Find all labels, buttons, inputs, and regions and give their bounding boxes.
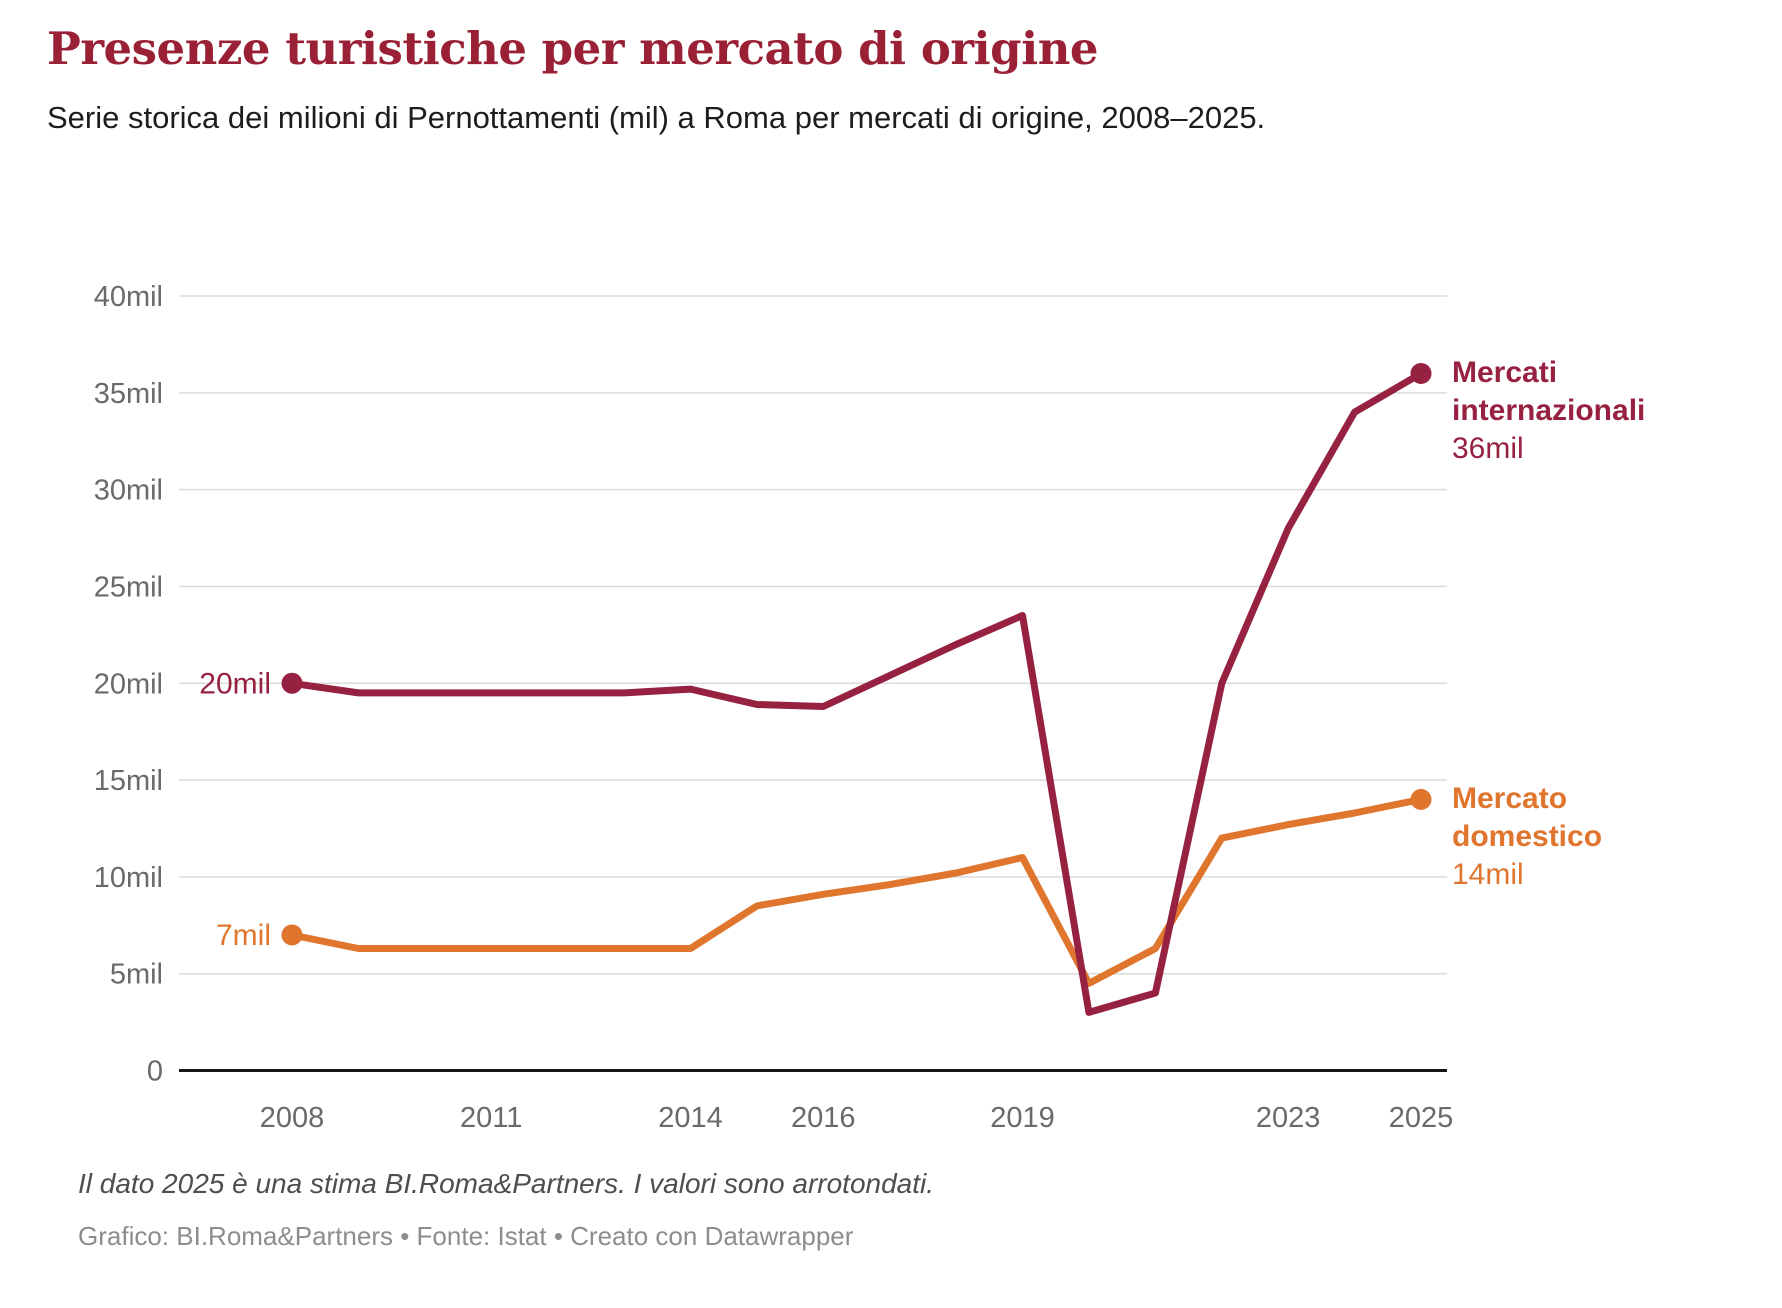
footer-credits: Grafico: BI.Roma&Partners • Fonte: Istat…	[78, 1221, 854, 1251]
x-tick-label: 2016	[791, 1102, 856, 1134]
x-tick-label: 2011	[460, 1102, 522, 1134]
series-start-value-label-mercati-internazionali: 20mil	[199, 667, 271, 700]
x-tick-label: 2023	[1256, 1102, 1321, 1134]
chart-title: Presenze turistiche per mercato di origi…	[47, 22, 1099, 75]
chart-subtitle: Serie storica dei milioni di Pernottamen…	[47, 100, 1266, 135]
series-endpoint-dot-mercato-domestico	[281, 924, 303, 946]
y-tick-label: 5mil	[110, 959, 163, 991]
series-endpoint-dot-mercati-internazionali	[281, 672, 303, 694]
y-tick-label: 35mil	[94, 378, 163, 410]
x-tick-label: 2019	[990, 1102, 1055, 1134]
y-tick-label: 20mil	[94, 668, 163, 700]
series-line-mercati-internazionali	[288, 370, 1425, 1016]
series-endpoint-dot-mercati-internazionali	[1410, 362, 1432, 384]
footer-note: Il dato 2025 è una stima BI.Roma&Partner…	[78, 1168, 935, 1199]
y-tick-label: 15mil	[94, 765, 163, 797]
y-tick-label: 25mil	[94, 571, 163, 603]
x-tick-label: 2025	[1389, 1102, 1454, 1134]
series-line-mercato-domestico	[288, 795, 1425, 987]
y-tick-label: 10mil	[94, 862, 163, 894]
x-tick-label: 2008	[260, 1102, 325, 1134]
y-tick-label: 40mil	[94, 281, 163, 313]
series-start-value-label-mercato-domestico: 7mil	[216, 919, 271, 952]
y-tick-label: 0	[147, 1056, 163, 1088]
y-tick-label: 30mil	[94, 475, 163, 507]
x-tick-label: 2014	[658, 1102, 723, 1134]
series-endpoint-dot-mercato-domestico	[1410, 788, 1432, 810]
